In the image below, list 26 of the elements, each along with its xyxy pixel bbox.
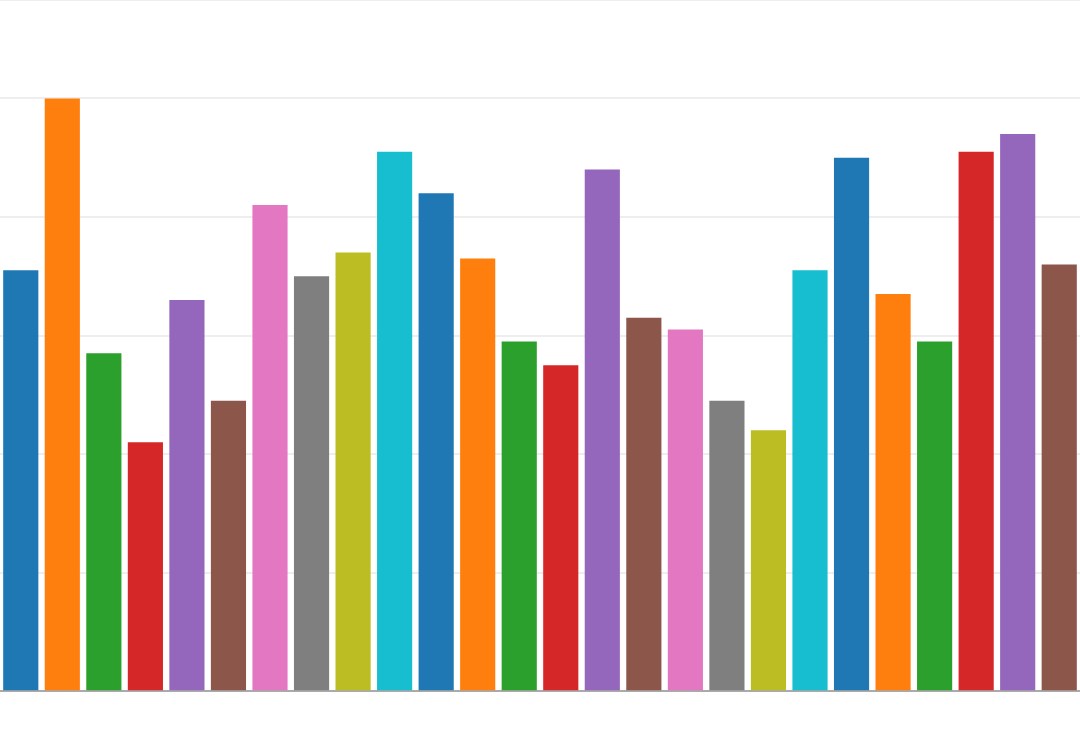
bar xyxy=(917,341,953,691)
bar xyxy=(3,270,39,691)
bar xyxy=(543,365,579,691)
bar xyxy=(86,353,122,691)
bar xyxy=(418,193,454,691)
bar xyxy=(833,157,870,691)
bar xyxy=(667,329,703,691)
bar xyxy=(750,430,787,691)
bar xyxy=(127,442,163,691)
bar xyxy=(958,151,994,691)
bar xyxy=(335,252,371,691)
bar xyxy=(377,151,413,691)
bar xyxy=(584,169,620,691)
bar xyxy=(626,317,662,691)
bar xyxy=(210,400,247,691)
bar xyxy=(875,294,911,691)
bar xyxy=(1041,264,1077,691)
bar xyxy=(501,341,537,691)
bar xyxy=(460,258,496,691)
bar xyxy=(44,98,80,691)
bar xyxy=(792,270,828,691)
bar xyxy=(709,400,745,691)
bar xyxy=(169,299,205,691)
bar xyxy=(1000,133,1036,691)
bar xyxy=(252,205,288,691)
bar xyxy=(293,276,330,691)
